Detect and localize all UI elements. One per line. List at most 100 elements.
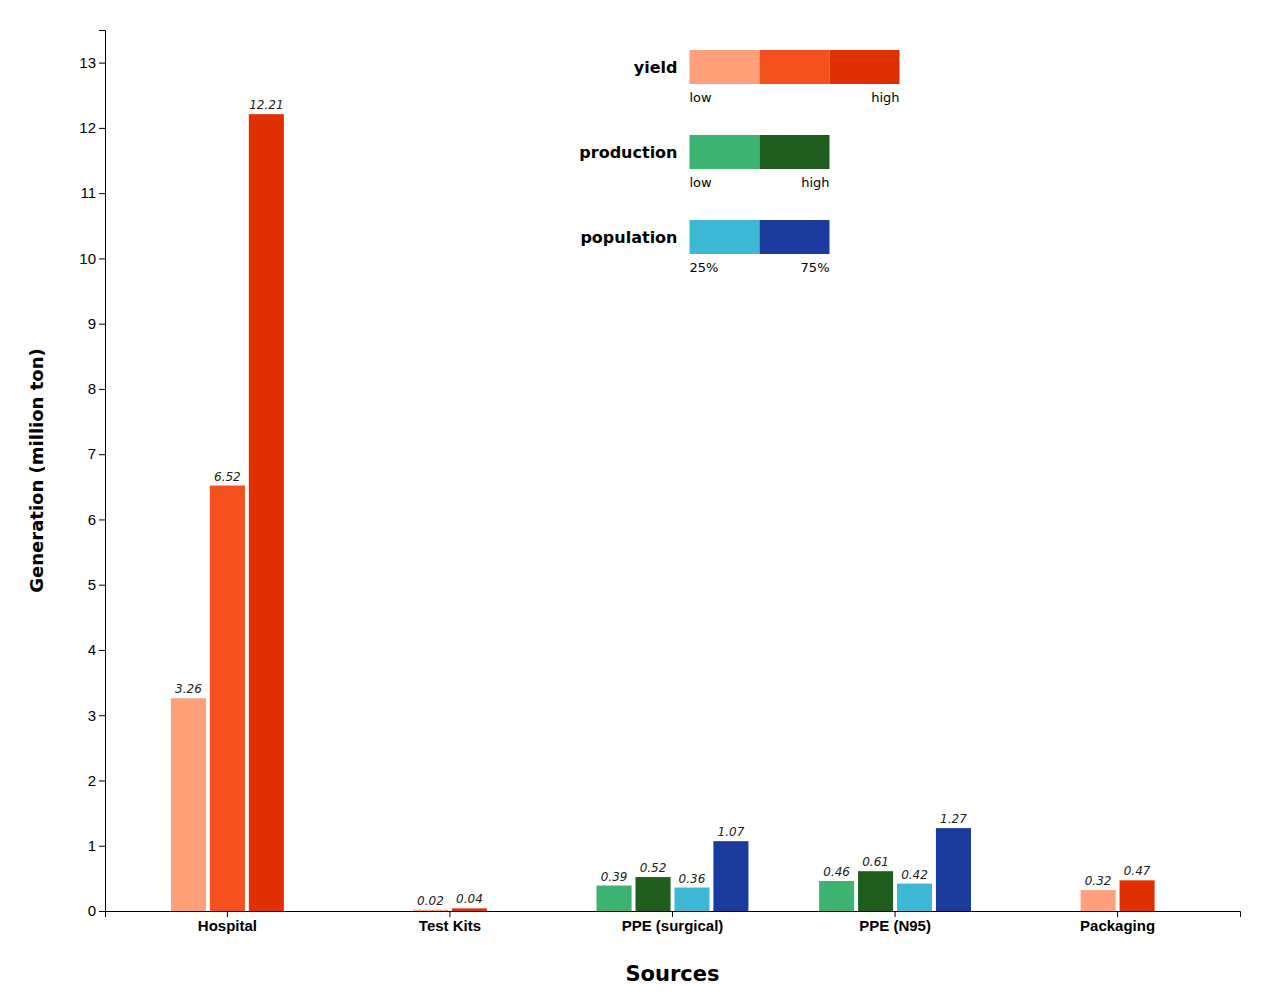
data-label: 0.02 [417,894,444,908]
y-tick: 10 [79,250,105,267]
x-tick-label: PPE (N95) [859,917,931,934]
y-axis-title: Generation (million ton) [26,348,47,592]
y-tick-mark [99,519,105,520]
x-tick: Packaging [1080,911,1155,934]
y-tick-label: 6 [88,511,96,528]
legend-swatch [760,50,830,84]
legend-sub-label: high [871,90,899,105]
y-tick-mark [99,911,105,912]
legend-swatch [690,220,760,254]
y-tick-label: 8 [88,380,96,397]
y-tick: 0 [88,902,105,919]
y-axis-line [99,31,106,912]
bar [819,881,854,911]
y-tick-mark [99,258,105,259]
bar [249,114,284,911]
y-tick-mark [99,63,105,64]
data-label: 0.46 [823,865,850,879]
x-axis: Hospital Test Kits PPE (surgical) PPE (N95)… [106,911,1241,934]
y-tick-label: 11 [80,184,96,201]
bar [171,698,206,911]
data-label: 0.36 [679,872,706,886]
bar [936,828,971,911]
x-tick: Hospital [198,911,257,934]
legend-label: population [580,228,677,247]
y-tick-mark [99,193,105,194]
data-label: 0.61 [862,855,889,869]
legend: yieldlowhighproductionlowhighpopulation2… [579,50,899,275]
bar [636,877,671,911]
data-label: 0.39 [601,870,628,884]
legend-row: population 25% 75% [580,220,829,275]
bar [452,908,487,911]
bar [1081,890,1116,911]
y-tick: 3 [88,707,105,724]
legend-row: yield low high [634,50,900,105]
y-tick: 5 [88,576,105,593]
x-axis-title: Sources [625,962,719,986]
bar [210,486,245,911]
y-tick-mark [99,324,105,325]
x-tick: Test Kits [419,911,481,934]
data-label: 0.42 [901,868,928,882]
y-tick-mark [99,454,105,455]
legend-swatch [760,220,830,254]
y-tick-mark [99,846,105,847]
bar [897,884,932,911]
y-tick-label: 5 [88,576,96,593]
y-tick-label: 0 [88,902,96,919]
y-tick-mark [99,650,105,651]
bar [597,886,632,911]
x-tick-label: Packaging [1080,917,1155,934]
data-label: 12.21 [249,98,283,112]
y-tick-mark [99,389,105,390]
y-tick-label: 4 [88,641,96,658]
y-tick-label: 7 [88,445,96,462]
chart-container: 3.266.5212.210.020.040.390.520.361.070.4… [0,0,1280,1006]
legend-sub-label: 25% [690,260,719,275]
data-label: 0.47 [1124,864,1151,878]
y-tick: 11 [80,184,105,201]
y-tick-label: 9 [88,315,96,332]
bars [171,114,1155,911]
bar [1120,880,1155,911]
x-tick: PPE (N95) [859,911,931,934]
y-tick-mark [99,128,105,129]
y-tick: 7 [88,445,105,462]
bar [413,910,448,911]
data-label: 1.27 [940,812,967,826]
legend-sub-label: high [801,175,829,190]
legend-swatch [760,135,830,169]
legend-row: productionlowhigh [579,135,829,190]
legend-sub-label: low [690,90,713,105]
y-tick-mark [99,715,105,716]
x-tick-label: Hospital [198,917,257,934]
bar [713,841,748,911]
data-label: 1.07 [718,825,745,839]
y-tick: 1 [88,837,105,854]
y-tick-label: 1 [88,837,96,854]
y-tick: 6 [88,511,105,528]
y-tick: 8 [88,380,105,397]
y-tick: 13 [79,54,105,71]
legend-swatch [830,50,900,84]
y-tick-label: 2 [88,772,96,789]
data-label: 0.32 [1085,874,1112,888]
data-label: 3.26 [175,682,202,696]
x-tick-label: PPE (surgical) [622,917,724,934]
legend-label: yield [634,58,678,77]
data-label: 0.04 [456,892,483,906]
bar [858,871,893,911]
plot-area: 3.266.5212.210.020.040.390.520.361.070.4… [26,31,1241,987]
y-tick-label: 12 [79,119,96,136]
x-tick: PPE (surgical) [622,911,724,934]
legend-sub-label: 75% [801,260,830,275]
legend-swatch [690,50,760,84]
data-label: 0.52 [640,861,667,875]
y-tick-label: 13 [79,54,96,71]
legend-sub-label: low [690,175,713,190]
bar [674,888,709,911]
y-tick: 12 [79,119,105,136]
y-tick: 4 [88,641,105,658]
x-tick-label: Test Kits [419,917,481,934]
